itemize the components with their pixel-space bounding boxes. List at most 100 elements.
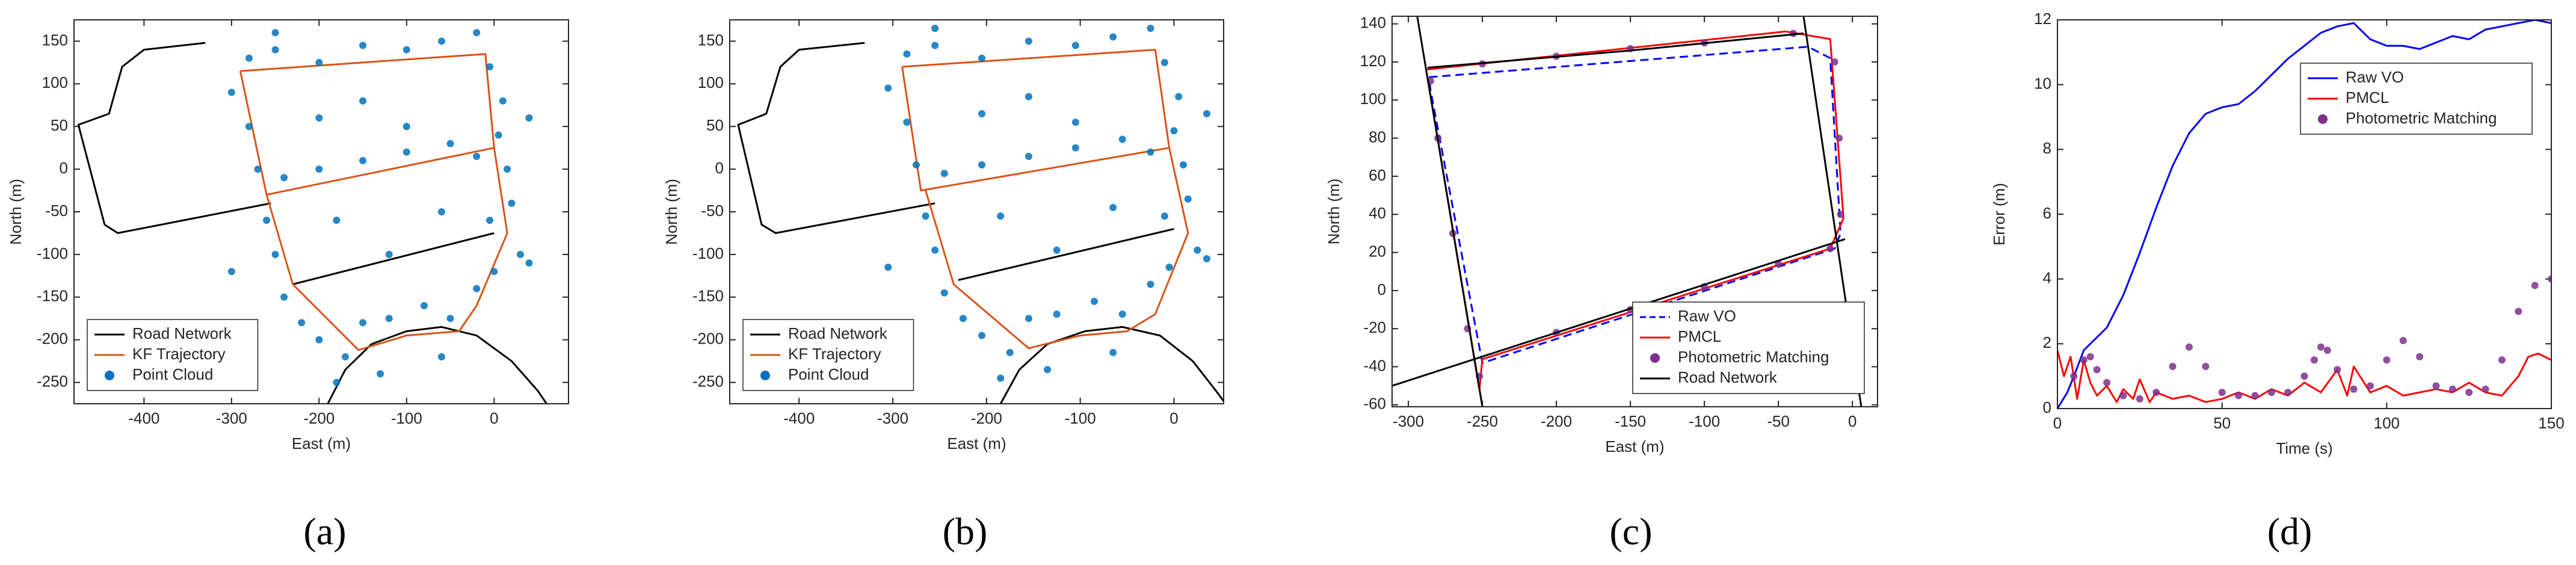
- marker: [2235, 392, 2243, 400]
- marker: [997, 374, 1005, 382]
- y-tick-label: 40: [1369, 204, 1386, 222]
- marker: [495, 131, 502, 139]
- marker: [1835, 134, 1843, 142]
- marker: [2531, 282, 2539, 289]
- series-line: [737, 42, 1224, 404]
- marker: [473, 285, 481, 292]
- y-axis-label: North (m): [7, 179, 25, 245]
- y-tick-label: 20: [1369, 242, 1386, 260]
- marker: [1194, 246, 1201, 254]
- marker: [2070, 372, 2078, 380]
- marker: [1184, 195, 1192, 203]
- legend-label: Road Network: [1678, 368, 1778, 386]
- series-line: [1392, 16, 1863, 407]
- marker: [315, 165, 323, 173]
- marker: [245, 123, 253, 131]
- series-line: [239, 53, 508, 351]
- marker: [2323, 347, 2331, 354]
- x-tick-label: 100: [2374, 414, 2400, 432]
- axes-box: [2057, 19, 2552, 409]
- marker: [315, 58, 323, 66]
- marker: [2152, 389, 2160, 397]
- marker: [884, 84, 892, 92]
- y-tick-label: 6: [2043, 204, 2051, 222]
- plot-content: [737, 25, 1224, 404]
- plot-content: [2057, 20, 2551, 409]
- x-tick-label: -200: [971, 409, 1002, 427]
- x-axis-label: East (m): [947, 434, 1006, 452]
- x-axis-label: East (m): [292, 434, 351, 452]
- marker: [922, 212, 929, 220]
- y-tick-label: 2: [2043, 333, 2051, 351]
- y-tick-label: 0: [715, 159, 724, 177]
- marker: [2350, 385, 2358, 393]
- axes-box: [1391, 16, 1878, 407]
- marker: [2136, 395, 2143, 403]
- marker: [420, 301, 428, 309]
- marker: [2267, 389, 2275, 397]
- marker: [903, 50, 911, 58]
- x-axis-label: East (m): [1605, 437, 1664, 455]
- legend-label: KF Trajectory: [132, 345, 226, 363]
- legend: Road Network KF Trajectory Point Cloud: [87, 319, 259, 391]
- marker: [1118, 310, 1126, 318]
- marker: [2482, 385, 2489, 393]
- marker: [359, 319, 367, 327]
- marker: [315, 114, 323, 122]
- marker: [333, 217, 340, 224]
- marker: [2448, 385, 2456, 393]
- marker: [978, 110, 986, 117]
- x-tick-label: -100: [391, 409, 422, 427]
- marker: [1170, 127, 1178, 135]
- marker: [377, 370, 384, 378]
- x-tick-label: -300: [216, 409, 247, 427]
- marker: [940, 170, 948, 178]
- legend-label: Photometric Matching: [1678, 348, 1829, 366]
- y-axis-label: North (m): [1325, 179, 1343, 245]
- y-tick-label: 100: [1360, 90, 1386, 108]
- marker: [1160, 212, 1168, 220]
- legend-swatch: [105, 371, 114, 380]
- marker: [2366, 382, 2374, 390]
- marker: [1109, 203, 1117, 211]
- y-tick-label: -150: [37, 287, 68, 305]
- legend-box: [2300, 63, 2533, 135]
- marker: [438, 208, 446, 215]
- x-tick-label: 0: [1169, 409, 1178, 427]
- legend-label: PMCL: [2346, 88, 2389, 107]
- marker: [525, 259, 533, 267]
- marker: [1071, 144, 1079, 152]
- marker: [1053, 246, 1061, 254]
- y-tick-label: -100: [37, 244, 68, 262]
- legend-label: Point Cloud: [132, 365, 213, 383]
- marker: [978, 332, 986, 339]
- marker: [931, 42, 939, 49]
- x-tick-label: 0: [2053, 414, 2062, 432]
- chart: -300 -250 -200 -150 -100 -50 0-60-40-200204060…: [1325, 14, 1878, 553]
- marker: [333, 378, 340, 386]
- marker: [940, 289, 948, 297]
- y-tick-label: 0: [1378, 280, 1386, 298]
- x-tick-label: 0: [490, 409, 498, 427]
- y-tick-label: -200: [37, 330, 68, 348]
- marker: [913, 161, 920, 169]
- marker: [1147, 280, 1154, 288]
- marker: [254, 165, 262, 173]
- panel-label: (c): [1609, 510, 1652, 553]
- marker: [446, 315, 454, 323]
- y-tick-label: 120: [1360, 52, 1386, 70]
- marker: [2103, 378, 2111, 386]
- marker: [1826, 245, 1834, 253]
- marker: [1165, 264, 1173, 271]
- legend-label: Photometric Matching: [2346, 109, 2497, 127]
- marker: [1203, 255, 1210, 262]
- marker: [359, 97, 367, 105]
- marker: [1118, 135, 1126, 143]
- marker: [1025, 315, 1032, 323]
- marker: [978, 54, 986, 62]
- x-tick-label: 50: [2213, 414, 2231, 432]
- marker: [1025, 93, 1032, 100]
- x-tick-label: -400: [128, 409, 159, 427]
- y-tick-label: 150: [698, 31, 724, 49]
